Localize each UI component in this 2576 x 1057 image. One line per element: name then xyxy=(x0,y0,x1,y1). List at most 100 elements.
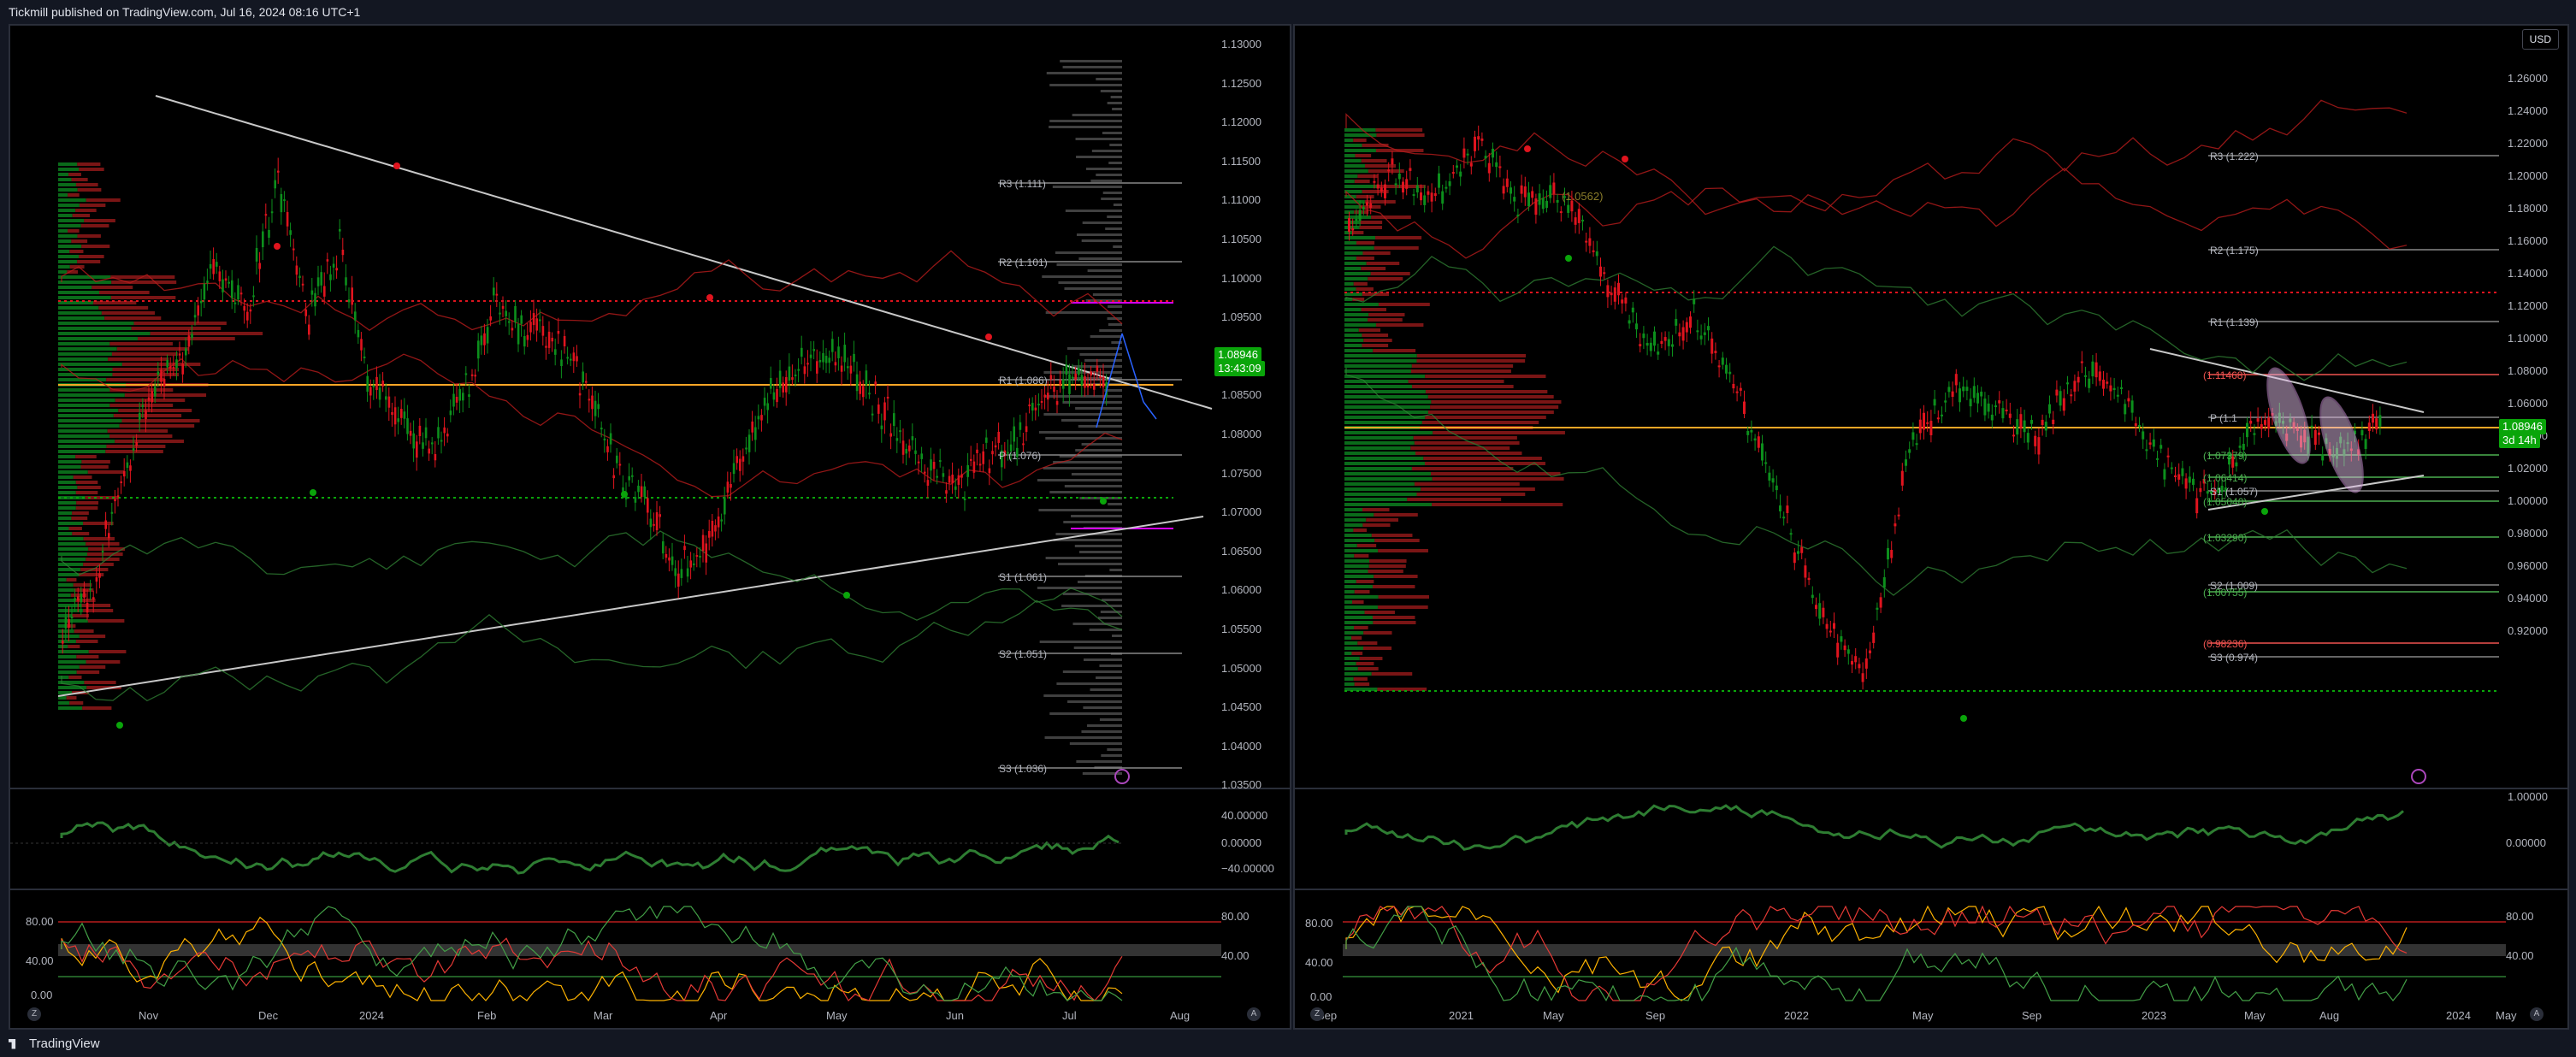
right-auto-scale-button[interactable]: A xyxy=(2530,1007,2544,1021)
right-candle-body xyxy=(1559,211,1563,214)
volume-bar-up xyxy=(1344,385,1413,388)
volume-bar-up xyxy=(58,558,86,561)
left-chart-pane[interactable]: 1.13000 1.12500 1.12000 1.11500 1.11000 1.105… xyxy=(9,24,1291,1030)
right-candle-body xyxy=(1577,209,1580,223)
right-level-label: (1.11468) xyxy=(2203,369,2247,381)
volume-bar-down xyxy=(69,250,84,253)
volume-bar-up xyxy=(58,542,86,546)
left-oscillator-1 xyxy=(10,821,1122,875)
left-candle-body xyxy=(191,334,193,339)
vr-bar xyxy=(1082,221,1122,224)
volume-bar-down xyxy=(1357,641,1378,645)
right-osc2-left-0: 0.00 xyxy=(1310,990,1332,1003)
vr-bar xyxy=(1073,647,1122,649)
right-candle-body xyxy=(1412,194,1415,197)
volume-bar-up xyxy=(1344,272,1371,275)
left-candle-body xyxy=(132,448,135,451)
volume-bar-up xyxy=(1344,688,1378,691)
volume-bar-up xyxy=(1344,590,1355,593)
left-candle-body xyxy=(108,533,110,539)
volume-bar-up xyxy=(58,681,85,684)
top-bar: Tickmill published on TradingView.com, J… xyxy=(0,0,2576,24)
right-candle-body xyxy=(1376,184,1380,189)
volume-bar-up xyxy=(58,450,106,453)
right-candle-body xyxy=(2256,418,2260,422)
left-candle-body xyxy=(797,369,800,371)
right-candle-body xyxy=(1474,136,1476,151)
volume-bar-up xyxy=(1344,262,1367,265)
vr-bar xyxy=(1096,174,1122,176)
left-candle-body xyxy=(329,274,332,280)
left-band-upper xyxy=(61,250,1123,331)
right-candle-body xyxy=(2231,456,2235,468)
left-candle-body xyxy=(292,248,295,251)
volume-bar-down xyxy=(71,239,88,243)
right-candle-body xyxy=(2041,419,2044,425)
left-timezone-button[interactable]: Z xyxy=(27,1007,41,1021)
left-candle-body xyxy=(151,391,153,403)
right-time-tick: Sep xyxy=(1645,1009,1666,1022)
vr-bar xyxy=(1081,443,1122,446)
right-psar-dot xyxy=(1622,156,1628,162)
volume-bar-up xyxy=(1344,292,1362,296)
right-chart-pane[interactable]: 1.26000 1.24000 1.22000 1.20000 1.18000 1.160… xyxy=(1293,24,2569,1030)
volume-bar-down xyxy=(1354,180,1370,183)
left-candle-body xyxy=(951,475,954,484)
left-candle-body xyxy=(711,521,714,537)
left-pivot-label: R2 (1.101) xyxy=(999,257,1048,269)
left-candle-body xyxy=(264,214,268,216)
left-candle-body xyxy=(206,280,209,283)
vr-bar xyxy=(1049,491,1122,493)
left-candle-body xyxy=(818,359,822,363)
vr-bar xyxy=(1049,84,1122,86)
right-candle-body xyxy=(2109,385,2112,392)
volume-bar-down xyxy=(1378,549,1428,552)
right-candle-body xyxy=(1520,185,1523,194)
left-candle-body xyxy=(816,361,818,374)
volume-bar-up xyxy=(1344,626,1355,629)
right-candle-body xyxy=(1735,391,1739,393)
left-candle-body xyxy=(532,313,535,326)
currency-button[interactable]: USD xyxy=(2521,29,2559,50)
volume-bar-down xyxy=(1368,313,1405,316)
left-candle-body xyxy=(741,456,745,462)
left-auto-scale-button[interactable]: A xyxy=(1247,1007,1261,1021)
left-psar-dot xyxy=(843,592,850,599)
left-chart-canvas[interactable] xyxy=(10,26,1291,1030)
volume-bar-up xyxy=(1344,195,1356,198)
right-candle-body xyxy=(1882,576,1886,588)
left-candle-body xyxy=(154,386,157,397)
left-candle-body xyxy=(680,569,683,578)
volume-bar-down xyxy=(68,229,80,233)
right-candle-body xyxy=(1527,192,1530,207)
right-candle-body xyxy=(1391,158,1394,165)
right-price-tick: 0.98000 xyxy=(2508,527,2548,540)
left-candle-body xyxy=(618,464,622,466)
volume-bar-up xyxy=(1344,482,1415,486)
volume-bar-down xyxy=(72,511,89,515)
volume-bar-down xyxy=(86,660,121,664)
left-candle-body xyxy=(1074,373,1077,381)
right-chart-canvas[interactable] xyxy=(1295,26,2569,1030)
volume-bar-up xyxy=(58,624,67,628)
volume-bar-down xyxy=(71,517,88,520)
tradingview-logo[interactable]: TradingView xyxy=(9,1036,100,1051)
volume-bar-up xyxy=(58,583,74,587)
volume-bar-up xyxy=(1344,523,1363,527)
volume-bar-down xyxy=(84,219,115,222)
left-candle-body xyxy=(258,263,261,269)
left-candle-body xyxy=(809,354,812,358)
volume-bar-up xyxy=(1344,549,1379,552)
volume-bar-up xyxy=(1344,595,1379,599)
volume-bar-up xyxy=(1344,682,1355,686)
left-time-tick: Apr xyxy=(710,1009,728,1022)
volume-bar-up xyxy=(58,501,77,505)
left-candle-body xyxy=(871,413,874,416)
volume-bar-down xyxy=(1377,688,1427,691)
volume-bar-down xyxy=(138,337,235,340)
left-candle-body xyxy=(554,349,557,355)
right-timezone-button[interactable]: Z xyxy=(1310,1007,1324,1021)
right-candle-body xyxy=(2077,376,2080,383)
left-candle-body xyxy=(526,334,529,340)
right-candle-body xyxy=(1448,181,1451,186)
